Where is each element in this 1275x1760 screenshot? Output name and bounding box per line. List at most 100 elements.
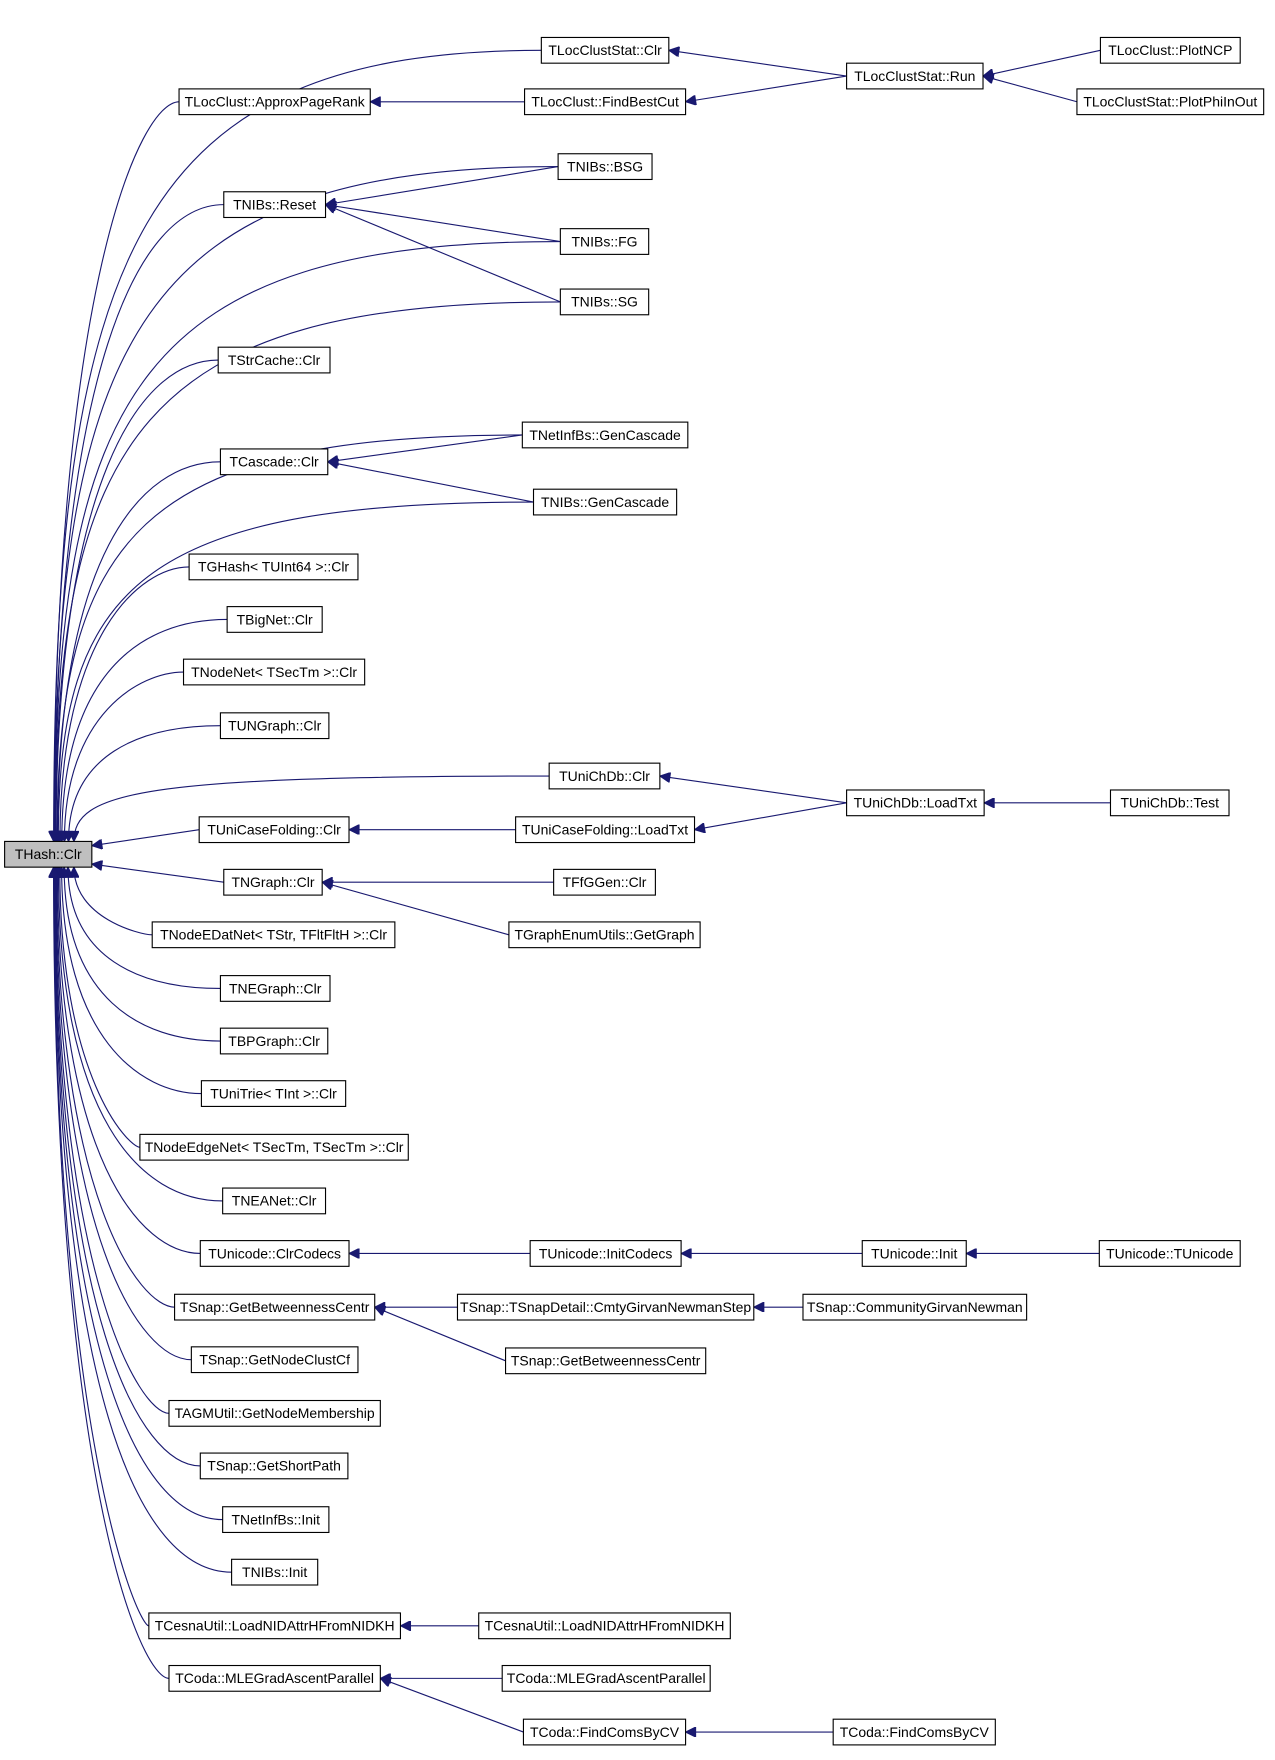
node — [521, 421, 689, 449]
edge — [57, 434, 523, 841]
node — [1076, 88, 1265, 116]
edge — [55, 204, 224, 842]
node-label: TLocClust::PlotNCP — [1108, 42, 1232, 58]
node-label: TNIBs::FG — [572, 233, 638, 249]
node-label: TUnicode::TUnicode — [1106, 1245, 1234, 1261]
node — [557, 153, 653, 181]
edge — [58, 867, 223, 1202]
node-label: TUniChDb::Clr — [559, 768, 650, 784]
node — [231, 1558, 319, 1586]
edge — [54, 867, 232, 1573]
node-label: TNIBs::SG — [571, 294, 638, 310]
node-label: TUnicode::InitCodecs — [539, 1245, 673, 1261]
edge — [58, 501, 534, 841]
edge — [92, 829, 200, 846]
node-label: TNIBs::GenCascade — [541, 494, 669, 510]
node — [802, 1293, 1028, 1321]
node-label: TLocClust::FindBestCut — [531, 94, 679, 110]
node — [548, 762, 661, 790]
edge — [68, 867, 221, 990]
node-label: TNIBs::Reset — [233, 196, 316, 212]
node-label: TSnap::GetBetweennessCentr — [180, 1299, 370, 1315]
node — [832, 1718, 996, 1746]
node — [174, 1293, 376, 1321]
node — [148, 1612, 402, 1640]
edge — [54, 166, 559, 842]
node-label: TCoda::FindComsByCV — [530, 1724, 680, 1740]
edge — [54, 867, 223, 1521]
node — [532, 488, 678, 516]
node — [501, 1664, 711, 1692]
edge — [62, 867, 202, 1095]
node-label: TFfGGen::Clr — [563, 874, 647, 890]
node — [219, 975, 331, 1002]
node-label: TUniChDb::Test — [1120, 795, 1219, 811]
node-label: TGraphEnumUtils::GetGraph — [514, 927, 694, 943]
node-label: TNGraph::Clr — [231, 874, 314, 890]
node — [219, 712, 330, 740]
edge — [375, 1307, 506, 1362]
node-label: TUNGraph::Clr — [228, 717, 321, 733]
node — [168, 1399, 381, 1427]
node — [1099, 36, 1241, 64]
edge — [55, 867, 169, 1414]
edge — [56, 359, 219, 841]
node — [222, 1187, 327, 1215]
node — [182, 658, 366, 686]
node-label: TAGMUtil::GetNodeMembership — [175, 1405, 375, 1421]
node-label: TCesnaUtil::LoadNIDAttrHFromNIDKH — [155, 1618, 395, 1634]
node — [139, 1133, 409, 1161]
node-label: TUniChDb::LoadTxt — [854, 795, 978, 811]
node — [168, 1664, 381, 1692]
node — [151, 921, 396, 949]
node — [861, 1240, 967, 1267]
node — [223, 191, 327, 219]
node-label: TCoda::MLEGradAscentParallel — [507, 1670, 706, 1686]
node-label: TUniCaseFolding::LoadTxt — [522, 821, 688, 837]
node — [456, 1293, 755, 1321]
node-label: TStrCache::Clr — [228, 352, 321, 368]
edge — [60, 566, 190, 842]
edge — [60, 867, 141, 1148]
edge — [56, 867, 192, 1361]
edge — [669, 50, 847, 77]
node-label: TNodeEdgeNet< TSecTm, TSecTm >::Clr — [145, 1139, 404, 1155]
node — [223, 868, 323, 896]
node — [846, 62, 984, 90]
node — [529, 1240, 682, 1267]
node — [222, 1506, 330, 1534]
edge — [55, 240, 561, 842]
node — [846, 789, 985, 817]
node — [540, 36, 670, 64]
node — [219, 448, 329, 476]
edge — [92, 864, 224, 883]
node-label: TNIBs::BSG — [567, 158, 643, 174]
node — [198, 816, 350, 844]
edge — [54, 867, 170, 1679]
node-label: TCascade::Clr — [229, 454, 319, 470]
edge — [326, 205, 561, 303]
focus-node — [4, 840, 93, 868]
edge — [328, 462, 534, 503]
edge — [69, 725, 221, 842]
node — [559, 228, 650, 255]
node — [190, 1346, 359, 1374]
node-label: TNIBs::Init — [242, 1564, 307, 1580]
node-label: TNEANet::Clr — [232, 1193, 317, 1209]
node-label: TGHash< TUInt64 >::Clr — [198, 559, 349, 575]
node — [217, 346, 331, 374]
node-label: TUniCaseFolding::Clr — [207, 821, 341, 837]
node-label: TCesnaUtil::LoadNIDAttrHFromNIDKH — [485, 1618, 725, 1634]
node-label: TSnap::GetNodeClustCf — [199, 1352, 350, 1368]
node-label: TSnap::GetShortPath — [207, 1458, 341, 1474]
node-label: TLocClustStat::PlotPhiInOut — [1083, 94, 1257, 110]
edge — [54, 867, 150, 1627]
edge — [58, 461, 221, 842]
node-label: TLocClustStat::Run — [854, 68, 975, 84]
edge — [74, 775, 550, 841]
node-label: TSnap::TSnapDetail::CmtyGirvanNewmanStep — [460, 1299, 751, 1315]
edge — [695, 802, 847, 830]
node — [559, 288, 650, 316]
